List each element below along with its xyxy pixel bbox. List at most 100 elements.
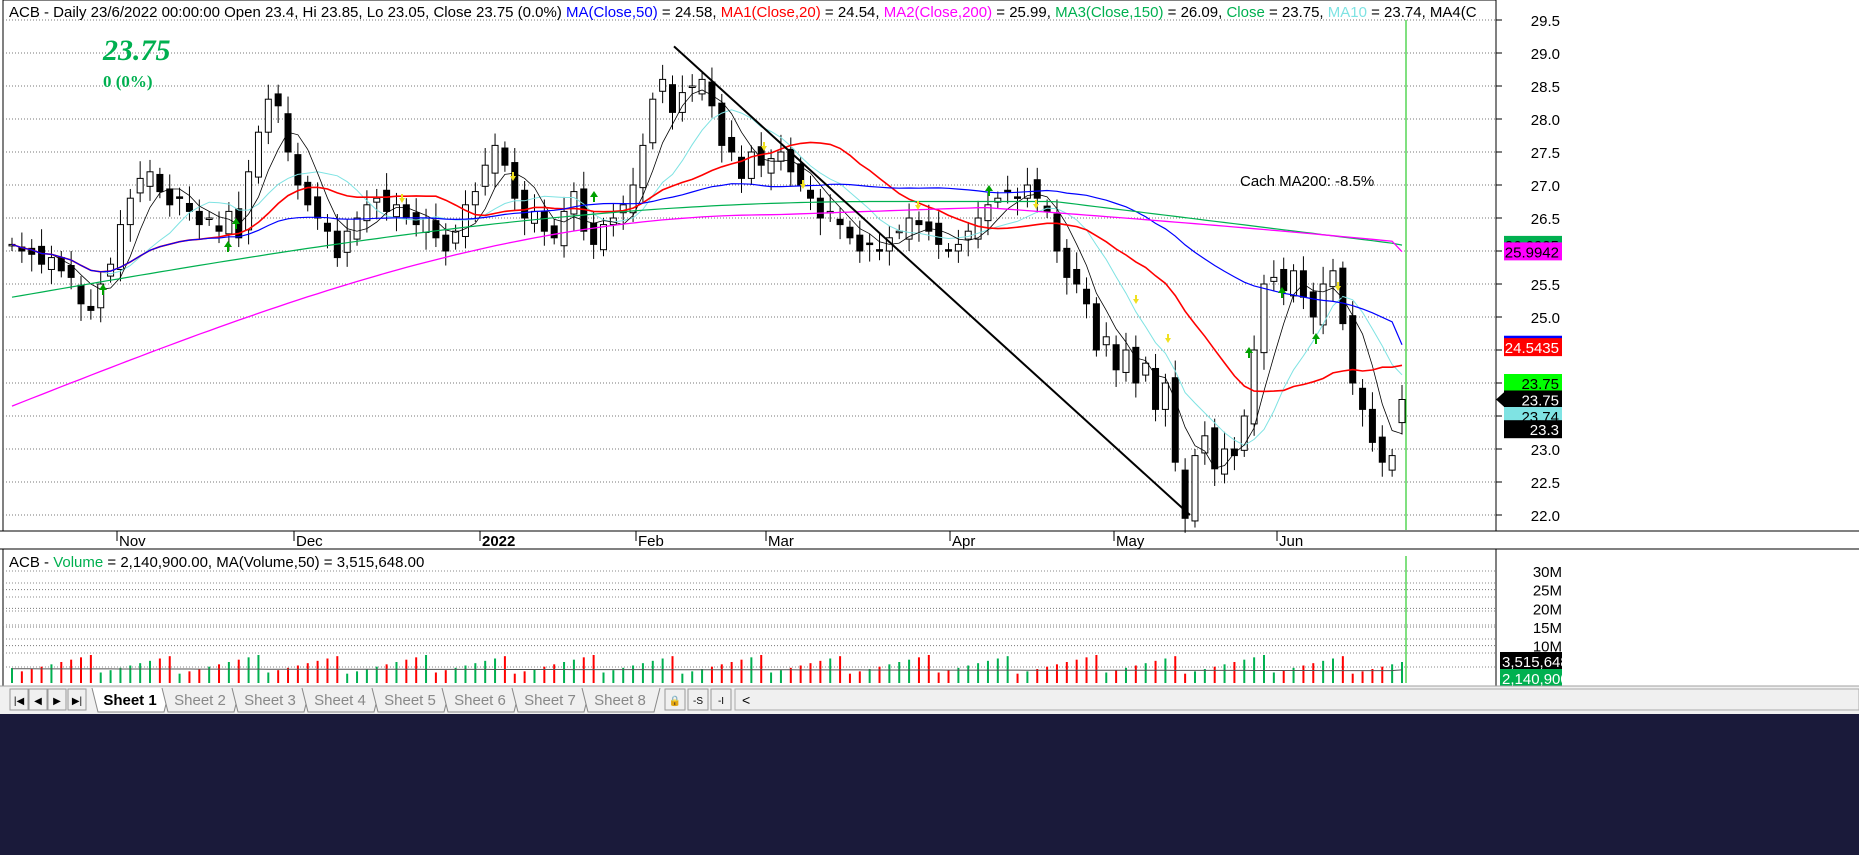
axis-value-text: 24.5435 (1505, 340, 1559, 357)
candle-body (1014, 196, 1022, 199)
scroll-left-icon[interactable]: < (742, 692, 750, 708)
candle-body (964, 230, 972, 240)
candle-body (225, 210, 233, 235)
candle-body (1181, 469, 1189, 519)
candle-body (383, 189, 391, 212)
tab-tool-button[interactable] (710, 688, 732, 711)
tab-nav-icon[interactable]: ▶| (72, 696, 82, 707)
buy-arrow-icon (232, 218, 240, 229)
big-price-value: 23.75 (102, 34, 171, 67)
status-strip (0, 714, 1859, 855)
header-part: Close (1226, 4, 1264, 21)
tab-nav-button[interactable] (47, 688, 67, 711)
candle-body (876, 249, 884, 252)
header-part: Volume (53, 554, 103, 571)
signal-marker-icon (399, 194, 405, 203)
sheet-tab-label[interactable]: Sheet 2 (174, 692, 226, 709)
candle-body (649, 98, 657, 144)
ma150-line (11, 200, 1403, 298)
candle-body (1339, 267, 1347, 325)
tab-nav-icon[interactable]: ◀ (34, 696, 42, 707)
candle-body (1359, 387, 1367, 410)
candle-body (619, 204, 627, 214)
candle-body (323, 222, 331, 232)
tab-nav-button[interactable] (28, 688, 48, 711)
header-part: = 25.99, (992, 4, 1055, 21)
candle-body (550, 225, 558, 239)
candle-body (1368, 408, 1376, 443)
sheet-tab-label[interactable]: Sheet 7 (524, 692, 576, 709)
candle-body (1004, 189, 1012, 193)
sheet-tab[interactable] (581, 687, 661, 713)
candle-body (1221, 448, 1229, 475)
candle-body (1152, 367, 1160, 410)
price-tick-label: 25.0 (1531, 310, 1560, 327)
sheet-tab-label[interactable]: Sheet 8 (594, 692, 646, 709)
candle-body (294, 154, 302, 186)
candle-body (1142, 362, 1150, 376)
candle-body (1309, 291, 1317, 318)
buy-arrow-icon (590, 191, 598, 202)
big-price-change: 0 (0%) (103, 72, 153, 91)
candle-body (1073, 268, 1081, 285)
axis-value-label: 23.75 (1504, 374, 1562, 393)
price-tick-label: 26.5 (1531, 211, 1560, 228)
candle-body (994, 197, 1002, 203)
horizontal-scrollbar[interactable] (734, 688, 1859, 711)
signal-marker-icon (1033, 200, 1039, 209)
candle-body (166, 188, 174, 206)
tab-nav-button[interactable] (67, 688, 87, 711)
candle-body (1329, 270, 1337, 288)
tab-tool-icon[interactable]: -S (693, 696, 703, 707)
candle-body (511, 162, 519, 199)
sheet-tab-label[interactable]: Sheet 5 (384, 692, 436, 709)
tab-nav-icon[interactable]: |◀ (14, 696, 25, 707)
candle-body (353, 217, 361, 240)
sheet-tab-label[interactable]: Sheet 4 (314, 692, 366, 709)
candle-body (185, 202, 193, 212)
candle-body (1112, 344, 1120, 371)
candle-body (1132, 346, 1140, 384)
candle-body (67, 265, 75, 278)
candle-body (116, 224, 124, 270)
candle-body (718, 102, 726, 146)
tab-tool-icon[interactable]: -I (718, 696, 724, 707)
candle-body (471, 191, 479, 206)
candle-body (846, 226, 854, 239)
candle-body (1092, 303, 1100, 351)
tab-tool-icon[interactable]: 🔒 (669, 695, 681, 707)
candle-body (442, 234, 450, 252)
ma200-line (11, 207, 1403, 407)
tab-tool-button[interactable] (664, 688, 686, 711)
ma200-annotation: Cach MA200: -8.5% (1240, 173, 1374, 190)
tab-nav-button[interactable] (9, 688, 29, 711)
axis-value-text: 23.75 (1521, 393, 1559, 410)
sheet-tab-label[interactable]: Sheet 6 (454, 692, 506, 709)
candle-body (422, 217, 430, 234)
candle-body (570, 191, 578, 215)
sheet-tab-label[interactable]: Sheet 3 (244, 692, 296, 709)
candle-body (747, 151, 755, 179)
candle-body (816, 197, 824, 219)
axis-value-label: 25.9942 (1504, 242, 1562, 261)
candle-body (935, 222, 943, 245)
tab-nav-icon[interactable]: ▶ (53, 696, 61, 707)
price-tick-label: 23.0 (1531, 442, 1560, 459)
candle-body (1122, 349, 1130, 373)
candle-body (1211, 427, 1219, 470)
candle-body (1240, 415, 1248, 451)
candle-body (126, 197, 134, 226)
buy-arrow-icon (99, 284, 107, 295)
buy-arrow-icon (1245, 347, 1253, 358)
candlestick-series (8, 64, 1406, 533)
trendline[interactable] (673, 45, 1191, 516)
tab-tool-button[interactable] (687, 688, 709, 711)
axis-value-text: 25.9942 (1505, 244, 1559, 261)
sheet-tab-label[interactable]: Sheet 1 (103, 692, 156, 709)
candle-body (481, 164, 489, 187)
volume-tick-label: 25M (1533, 583, 1562, 600)
volume-label-background (1500, 652, 1562, 670)
ma20-line (11, 141, 1403, 393)
candle-body (974, 217, 982, 240)
